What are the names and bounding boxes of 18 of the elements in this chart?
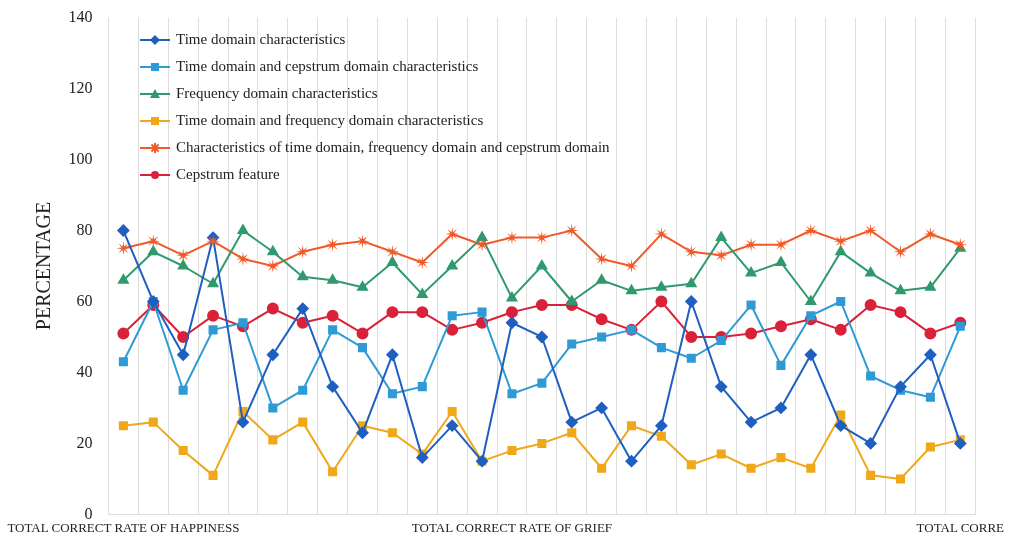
y-tick-label: 0 — [84, 504, 93, 522]
x-tick-label: TOTAL CORRECT RATE OF HAPPINESS — [7, 519, 240, 535]
legend-label: Cepstrum feature — [176, 166, 280, 183]
legend-label: Time domain characteristics — [176, 31, 346, 48]
y-tick-label: 20 — [76, 433, 93, 451]
x-tick-label: TOTAL CORRE — [916, 519, 1005, 535]
x-tick-label: TOTAL CORRECT RATE OF GRIEF — [411, 519, 613, 535]
legend-label: Characteristics of time domain, frequency domain and cepstrum domain — [176, 139, 610, 156]
y-tick-label: 60 — [76, 291, 93, 309]
y-axis-title: PERCENTAGE — [31, 201, 54, 331]
legend-label: Time domain and cepstrum domain characteristics — [176, 58, 479, 75]
y-tick-label: 40 — [76, 362, 93, 380]
legend-label: Frequency domain characteristics — [176, 85, 378, 102]
y-tick-label: 140 — [68, 7, 93, 25]
y-tick-label: 100 — [68, 149, 93, 167]
y-tick-label: 80 — [76, 220, 93, 238]
legend-label: Time domain and frequency domain characteristics — [176, 112, 484, 129]
y-tick-label: 120 — [68, 78, 93, 96]
